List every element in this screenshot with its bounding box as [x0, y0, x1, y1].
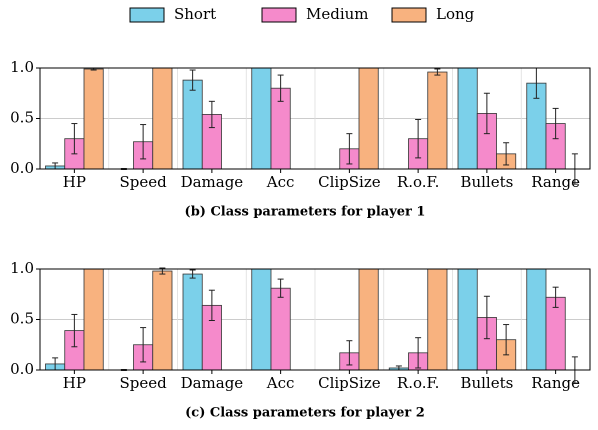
bar: [152, 67, 173, 170]
bar: [182, 273, 203, 371]
bar: [358, 268, 379, 371]
x-tick-label: ClipSize: [318, 374, 381, 392]
bar: [270, 287, 291, 371]
bar: [457, 67, 478, 170]
x-tick-label: HP: [63, 374, 86, 392]
x-tick-label: R.o.F.: [397, 173, 439, 191]
x-tick-label: Speed: [120, 173, 168, 191]
legend-label: Short: [174, 5, 216, 23]
bar: [83, 268, 104, 371]
bar: [251, 268, 272, 371]
x-tick-label: Bullets: [460, 374, 513, 392]
x-tick-label: ClipSize: [318, 173, 381, 191]
legend-swatch: [261, 7, 297, 23]
legend-swatch: [129, 7, 165, 23]
y-tick-label: 0.0: [10, 159, 34, 177]
legend-swatch: [391, 7, 427, 23]
x-tick-label: Acc: [266, 374, 295, 392]
x-tick-label: Bullets: [460, 173, 513, 191]
bar: [526, 268, 547, 371]
bar: [83, 68, 104, 170]
x-tick-label: Damage: [181, 374, 244, 392]
y-tick-label: 1.0: [10, 58, 34, 76]
bar: [251, 67, 272, 170]
y-tick-label: 0.5: [10, 109, 34, 127]
x-tick-label: Range: [531, 173, 580, 191]
x-tick-label: Acc: [266, 173, 295, 191]
caption: (c) Class parameters for player 2: [185, 406, 425, 421]
y-tick-label: 0.0: [10, 360, 34, 378]
x-tick-label: Speed: [120, 374, 168, 392]
bar: [152, 270, 173, 371]
bar: [358, 67, 379, 170]
legend-label: Medium: [306, 5, 369, 23]
bar: [457, 268, 478, 371]
plot-frame: [39, 67, 591, 170]
y-tick-label: 0.5: [10, 310, 34, 328]
caption: (b) Class parameters for player 1: [185, 205, 426, 220]
x-tick-label: Range: [531, 374, 580, 392]
bar: [545, 296, 566, 371]
legend-label: Long: [436, 5, 475, 23]
x-tick-label: R.o.F.: [397, 374, 439, 392]
bar: [427, 71, 448, 170]
x-tick-label: Damage: [181, 173, 244, 191]
plot-frame: [39, 268, 591, 371]
bar: [182, 79, 203, 170]
bar: [427, 268, 448, 371]
x-tick-label: HP: [63, 173, 86, 191]
y-tick-label: 1.0: [10, 259, 34, 277]
